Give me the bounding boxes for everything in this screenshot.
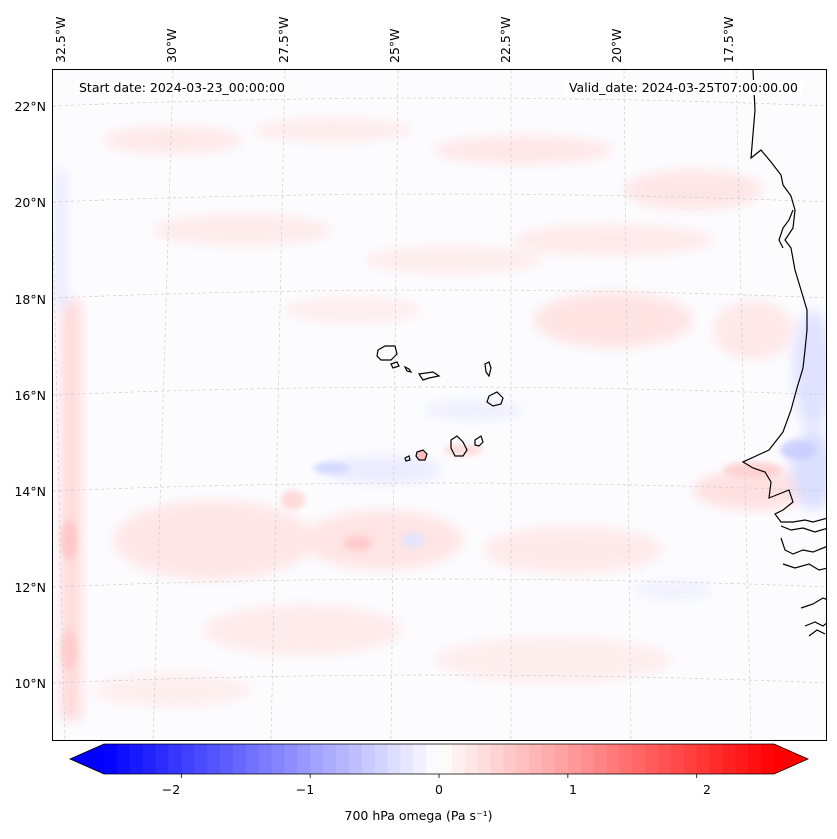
- colorbar-segment: [503, 744, 517, 774]
- colorbar-segment: [761, 744, 775, 774]
- colorbar-tick-label: 2: [703, 782, 711, 797]
- colorbar-segment: [374, 744, 389, 774]
- colorbar-segment: [696, 744, 711, 774]
- colorbar-segment: [426, 744, 440, 774]
- colorbar-segment: [516, 744, 530, 774]
- colorbar-segment: [271, 744, 285, 774]
- colorbar-tick-label: 0: [435, 782, 443, 797]
- colorbar-segment: [323, 744, 337, 774]
- lon-label: 25°W: [387, 28, 402, 63]
- colorbar-segment: [310, 744, 324, 774]
- colorbar-segment: [155, 744, 170, 774]
- colorbar-segment: [116, 744, 131, 774]
- colorbar-segment: [529, 744, 543, 774]
- start-date-label: Start date: 2024-03-23_00:00:00: [75, 80, 289, 95]
- lat-label: 10°N: [14, 676, 46, 691]
- colorbar-segment: [181, 744, 195, 774]
- colorbar-tick-label: −2: [161, 782, 181, 797]
- lon-label: 27.5°W: [276, 16, 291, 63]
- colorbar-segment: [400, 744, 414, 774]
- colorbar-segment: [168, 744, 182, 774]
- colorbar-segment: [542, 744, 556, 774]
- omega-shading: [53, 70, 826, 740]
- colorbar-segment: [490, 744, 505, 774]
- colorbar-segment: [348, 744, 363, 774]
- colorbar-segment: [451, 744, 466, 774]
- lat-label: 22°N: [14, 99, 46, 114]
- lat-label: 14°N: [14, 484, 46, 499]
- colorbar-segment: [129, 744, 144, 774]
- colorbar-segment: [219, 744, 234, 774]
- colorbar-segment: [142, 744, 157, 774]
- colorbar-outline: [69, 743, 809, 775]
- colorbar-segment: [735, 744, 749, 774]
- colorbar-segment: [245, 744, 260, 774]
- colorbar-segment: [361, 744, 376, 774]
- colorbar-segment: [413, 744, 427, 774]
- colorbar-segment: [722, 744, 736, 774]
- colorbar-segment: [439, 744, 453, 774]
- colorbar-segment: [387, 744, 401, 774]
- colorbar-segment: [658, 744, 672, 774]
- colorbar-segment: [709, 744, 724, 774]
- colorbar-segment: [194, 744, 208, 774]
- colorbar-segment: [593, 744, 608, 774]
- lat-label: 20°N: [14, 195, 46, 210]
- colorbar-gradient: [69, 743, 809, 778]
- colorbar-segment: [645, 744, 659, 774]
- lat-label: 16°N: [14, 388, 46, 403]
- colorbar-segment: [232, 744, 247, 774]
- colorbar-segment: [477, 744, 492, 774]
- colorbar-segment: [748, 744, 762, 774]
- colorbar-segment: [104, 744, 118, 774]
- colorbar-segment: [567, 744, 582, 774]
- colorbar-title: 700 hPa omega (Pa s⁻¹): [344, 808, 493, 823]
- colorbar-segment: [632, 744, 646, 774]
- lat-label: 18°N: [14, 292, 46, 307]
- gridlines: [53, 70, 826, 740]
- lon-label: 32.5°W: [53, 16, 68, 63]
- lon-label: 30°W: [164, 28, 179, 63]
- lat-label: 12°N: [14, 580, 46, 595]
- omega-field-map: [53, 70, 826, 740]
- colorbar-segment: [670, 744, 685, 774]
- colorbar-extend-min: [70, 744, 104, 774]
- colorbar-segment: [464, 744, 479, 774]
- lon-label: 17.5°W: [721, 16, 736, 63]
- coastline: [376, 70, 826, 637]
- colorbar-segment: [335, 744, 350, 774]
- colorbar-segment: [297, 744, 311, 774]
- colorbar-tick-label: 1: [569, 782, 577, 797]
- lon-label: 20°W: [609, 28, 624, 63]
- valid-date-label: Valid_date: 2024-03-25T07:00:00.00: [564, 80, 802, 95]
- colorbar-segment: [554, 744, 569, 774]
- colorbar-tick-label: −1: [295, 782, 315, 797]
- colorbar-segment: [606, 744, 620, 774]
- colorbar: [69, 743, 809, 778]
- map-panel[interactable]: Start date: 2024-03-23_00:00:00 Valid_da…: [52, 69, 827, 741]
- colorbar-segment: [284, 744, 298, 774]
- colorbar-segment: [683, 744, 698, 774]
- lon-label: 22.5°W: [498, 16, 513, 63]
- colorbar-segment: [619, 744, 633, 774]
- colorbar-segment: [580, 744, 595, 774]
- colorbar-segment: [258, 744, 273, 774]
- colorbar-extend-max: [774, 744, 808, 774]
- colorbar-segment: [207, 744, 221, 774]
